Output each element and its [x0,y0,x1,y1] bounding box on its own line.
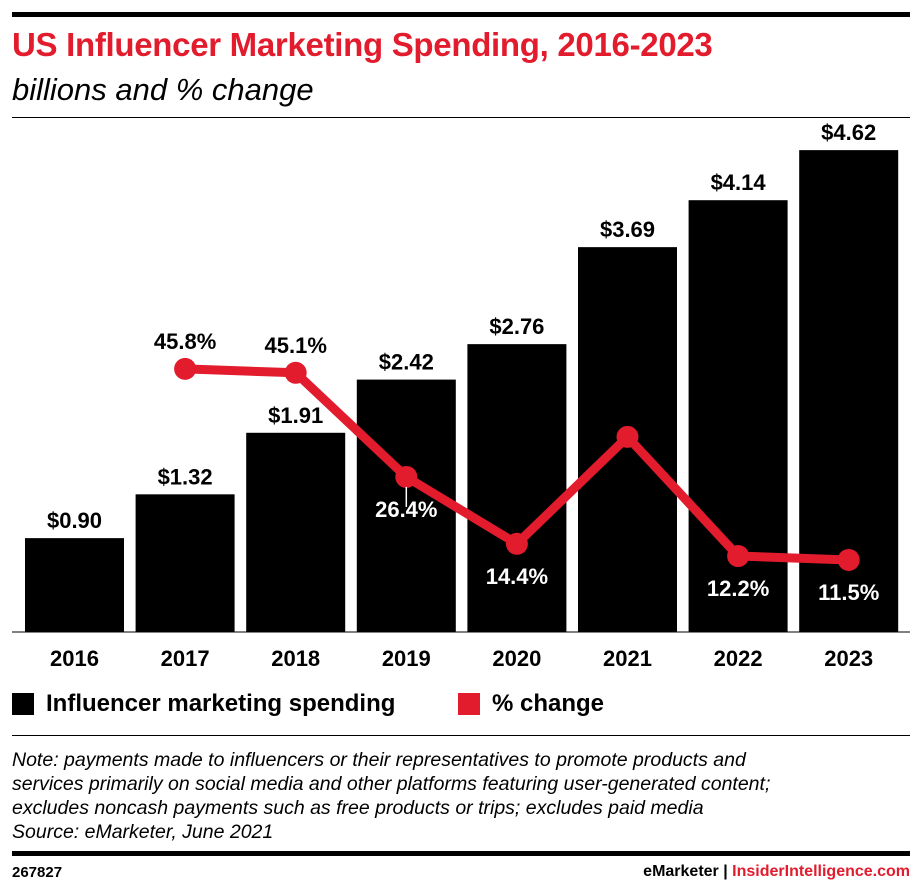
divider [12,735,910,736]
line-point [616,425,639,448]
brand: eMarketer | InsiderIntelligence.com [643,863,910,881]
bar-value-label: $1.91 [268,403,323,428]
line-point [505,532,528,555]
bar [688,200,788,632]
bar-value-label: $4.14 [711,170,767,195]
bottom-rule [12,851,910,856]
legend-swatch-red [458,693,480,715]
bar [135,494,235,632]
bar-value-label: $0.90 [47,508,102,533]
legend-label: % change [492,690,605,717]
line-value-label: 12.2% [707,576,769,601]
x-tick-label: 2020 [492,646,541,671]
x-tick-label: 2019 [382,646,431,671]
note-line: services primarily on social media and o… [12,773,771,795]
line-point [837,548,860,571]
line-point [395,465,418,488]
line-point [727,545,750,568]
line-value-label: 11.5% [818,580,879,605]
plot-area: $0.90 2016 $1.32 2017 $1.91 2018 $2.42 2019 $2.7… [12,120,910,671]
bar-value-label: $2.42 [379,350,434,375]
legend-item-change: % change [458,690,604,718]
separator: | [723,863,728,880]
legend-label: Influencer marketing spending [46,690,396,717]
source: Source: eMarketer, June 2021 [12,821,274,843]
bar [25,538,124,632]
line-value-label: 45.1% [265,333,327,358]
line-point [174,357,197,380]
note-line: Note: payments made to influencers or th… [12,749,746,771]
chart-title: US Influencer Marketing Spending, 2016-2… [12,26,713,63]
bar-value-label: $4.62 [821,120,876,145]
line-point [284,361,307,384]
x-tick-label: 2021 [603,646,652,671]
legend-swatch-black [12,693,34,715]
chart-id: 267827 [12,864,63,881]
divider [12,117,910,118]
bar-value-label: $3.69 [600,217,655,242]
x-tick-label: 2023 [824,646,873,671]
x-tick-label: 2017 [161,646,210,671]
x-tick-label: 2018 [271,646,320,671]
bar-value-label: $2.76 [489,314,544,339]
line-value-label: 14.4% [486,564,548,589]
x-tick-label: 2022 [714,646,763,671]
bar [246,432,346,632]
note-line: excludes noncash payments such as free p… [12,797,704,819]
top-rule [12,12,910,17]
brand-emarketer: eMarketer [643,863,719,880]
bar-value-label: $1.32 [158,464,213,489]
bar [467,344,567,632]
legend-item-spending: Influencer marketing spending [12,690,395,718]
line-value-label: 33.6% [596,397,658,422]
x-tick-label: 2016 [50,646,99,671]
note: Note: payments made to influencers or th… [12,748,912,844]
line-value-label: 45.8% [154,329,216,354]
chart-subtitle: billions and % change [12,72,314,107]
brand-insider: InsiderIntelligence.com [732,863,910,880]
